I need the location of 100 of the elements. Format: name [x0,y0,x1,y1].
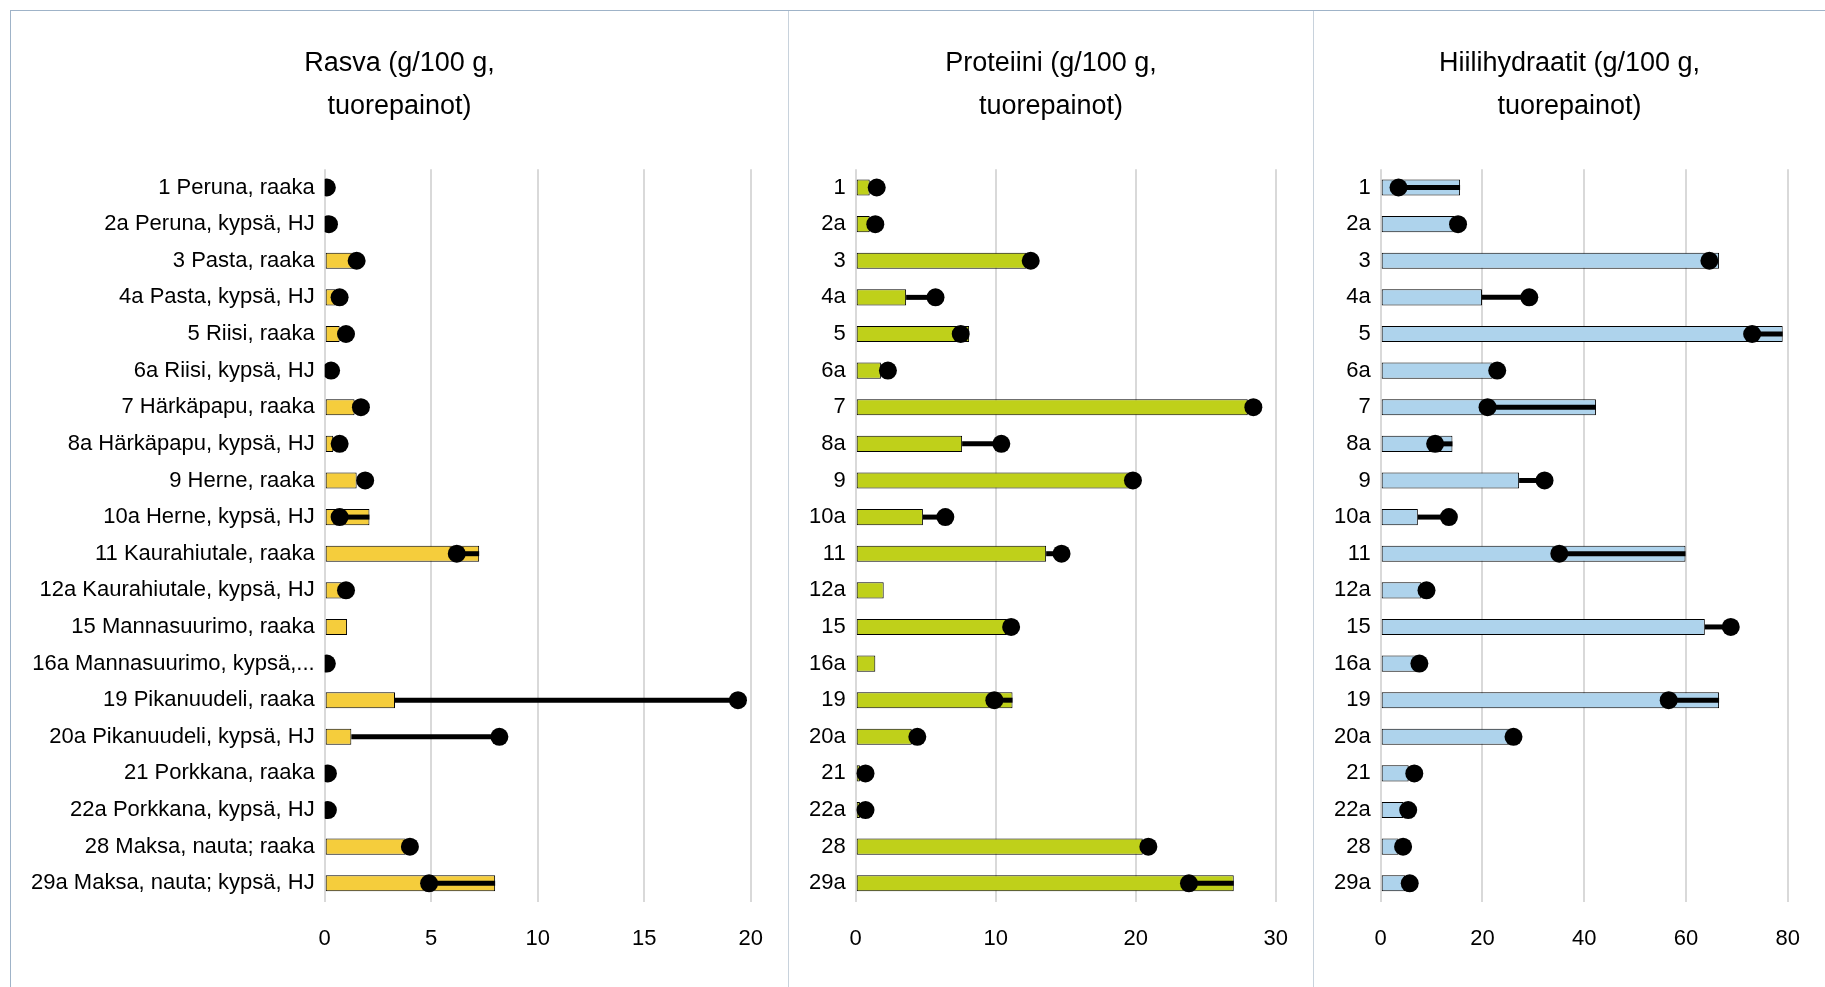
y-tick-label: 20a [1333,722,1372,748]
y-tick-label: 16a [1333,649,1372,675]
y-tick-label: 28 Maksa, nauta; raaka [84,832,316,858]
point [985,691,1004,710]
point [1700,251,1719,270]
point [1417,581,1436,600]
point [908,727,927,746]
y-tick-label: 10a [1333,503,1372,529]
y-tick-label: 6a [1346,356,1372,382]
x-tick-label: 5 [425,924,438,950]
y-tick-label: 29a Maksa, nauta; kypsä, HJ [31,869,315,895]
y-tick-label: 9 [833,466,846,492]
y-tick-label: 8a [1346,429,1372,455]
point [867,178,886,197]
y-tick-label: 15 [1346,613,1371,639]
y-tick-label: 11 [822,539,846,565]
y-tick-label: 21 Porkkana, raaka [123,759,316,785]
x-tick-label: 20 [738,924,764,950]
point [1520,288,1539,307]
x-tick-label: 40 [1571,924,1597,950]
y-tick-label: 3 [833,246,846,272]
point [1535,471,1554,490]
y-tick-label: 1 [1358,173,1371,199]
point [324,361,341,380]
point [1488,361,1507,380]
y-tick-label: 7 [833,393,846,419]
point [1389,178,1408,197]
y-tick-label: 20a Pikanuudeli, kypsä, HJ [49,722,315,748]
y-tick-label: 9 [1358,466,1371,492]
point [447,544,466,563]
point [1439,508,1458,527]
x-tick-label: 10 [983,924,1008,950]
y-tick-label: 22a [808,796,847,822]
y-tick-label: 12a [1333,576,1372,602]
x-tick-label: 10 [525,924,550,950]
point [878,361,897,380]
point [936,508,955,527]
y-tick-label: 19 Pikanuudeli, raaka [103,686,316,712]
y-tick-label: 20a [808,722,847,748]
point [728,691,747,710]
point [1659,691,1678,710]
point [1399,801,1418,820]
y-tick-label: 21 [821,759,846,785]
x-tick-label: 0 [318,924,331,950]
point [1002,617,1021,636]
point [1123,471,1142,490]
y-tick-label: 4a [821,283,847,309]
point [400,837,419,856]
point [1449,215,1468,234]
point [856,764,875,783]
y-tick-label: 7 [1358,393,1371,419]
point [330,508,349,527]
point [856,801,875,820]
point [347,251,366,270]
point [1139,837,1158,856]
point [1410,654,1429,673]
y-tick-label: 29a [1333,869,1372,895]
y-tick-label: 2a [1346,210,1372,236]
y-tick-label: 19 [1346,686,1371,712]
point [330,288,349,307]
y-tick-label: 29a [808,869,847,895]
x-tick-label: 80 [1775,924,1801,950]
y-tick-label: 6a [821,356,847,382]
point [1244,398,1263,417]
y-tick-label: 16a [808,649,847,675]
y-tick-label: 22a [1333,796,1372,822]
y-tick-label: 5 Riisi, raaka [187,320,316,346]
y-tick-label: 12a Kaurahiutale, kypsä, HJ [39,576,315,602]
y-tick-label: 9 Herne, raaka [169,466,316,492]
y-tick-label: 11 [1347,539,1371,565]
x-tick-label: 20 [1123,924,1148,950]
y-tick-label: 2a [821,210,847,236]
point [1550,544,1569,563]
y-tick-label: 2a Peruna, kypsä, HJ [104,210,315,236]
y-tick-label: 21 [1346,759,1371,785]
point [330,434,349,453]
point [337,324,355,343]
y-tick-label: 5 [1358,320,1371,346]
point [490,727,509,746]
x-tick-label: 60 [1673,924,1699,950]
point [420,874,439,893]
x-tick-label: 20 [1470,924,1495,950]
y-tick-label: 3 Pasta, raaka [172,246,316,272]
point [1743,324,1762,343]
point [1052,544,1071,563]
y-tick-label: 4a Pasta, kypsä, HJ [119,283,315,309]
y-tick-label: 28 [1346,832,1371,858]
y-tick-label: 10a [808,503,847,529]
y-tick-label: 16a Mannasuurimo, kypsä,... [32,649,315,675]
y-tick-label: 4a [1346,283,1372,309]
chart-title: Rasva (g/100 g, tuorepainot) [303,46,496,122]
point [1478,398,1497,417]
x-tick-label: 30 [1263,924,1289,950]
y-tick-label: 8a [821,429,847,455]
y-tick-label: 22a Porkkana, kypsä, HJ [70,796,315,822]
point [1394,837,1413,856]
y-tick-label: 15 Mannasuurimo, raaka [71,613,316,639]
point [337,581,355,600]
point [1504,727,1523,746]
point [356,471,375,490]
